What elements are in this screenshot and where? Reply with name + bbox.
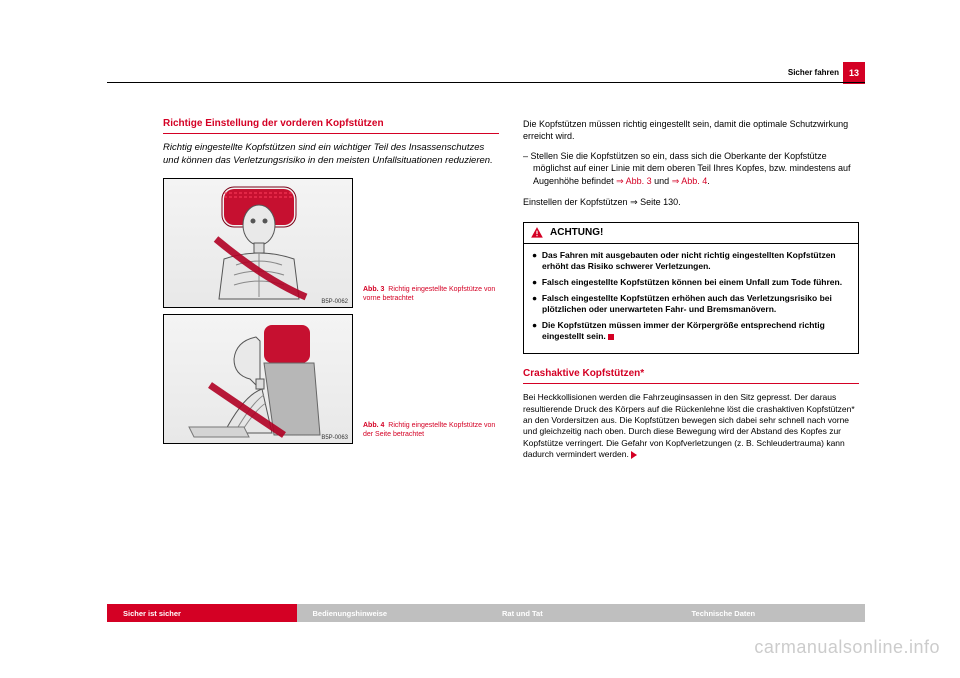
warning-body: ● Das Fahren mit ausgebauten oder nicht … [524,244,858,353]
warning-item-3: ● Falsch eingestellte Kopfstützen erhöhe… [532,293,850,315]
cross-reference-note: Einstellen der Kopfstützen ⇒ Seite 130. [523,197,859,208]
warning-title: ACHTUNG! [550,227,603,238]
heading-rule [163,133,499,134]
page-number: 13 [843,62,865,84]
crash-heading-rule [523,383,859,384]
figure-4-label: Abb. 4 [363,422,384,429]
ref-abb3: ⇒ Abb. 3 [616,176,652,186]
footer-nav: Sicher ist sicher Bedienungshinweise Rat… [107,604,865,622]
footer-tab-bedienung[interactable]: Bedienungshinweise [297,604,487,622]
instruction-bullet: – Stellen Sie die Kopfstützen so ein, da… [523,150,859,186]
warning-item-2: ● Falsch eingestellte Kopfstützen können… [532,277,850,288]
end-marker-icon [608,334,614,340]
figure-4-code: B5P-0063 [321,435,348,441]
section-heading: Richtige Einstellung der vorderen Kopfst… [163,118,499,129]
left-column: Richtige Einstellung der vorderen Kopfst… [163,118,499,469]
warning-item-1: ● Das Fahren mit ausgebauten oder nicht … [532,250,850,272]
crash-heading: Crashaktive Kopfstützen* [523,368,859,379]
footer-tab-rat[interactable]: Rat und Tat [486,604,676,622]
right-column: Die Kopfstützen müssen richtig eingestel… [523,118,859,469]
figure-3-code: B5P-0062 [321,299,348,305]
watermark-text: carmanualsonline.info [754,637,940,658]
figure-3-label: Abb. 3 [363,286,384,293]
footer-tab-sicher[interactable]: Sicher ist sicher [107,604,297,622]
figure-4-image: B5P-0063 [163,314,353,444]
bullet-mid: und [652,176,672,186]
running-header: Sicher fahren [788,68,839,77]
manual-page: Sicher fahren 13 Richtige Einstellung de… [107,62,865,622]
figure-3-block: B5P-0062 Abb. 3 Richtig einge­stellte Ko… [163,178,499,308]
figure-4-block: B5P-0063 Abb. 4 Richtig einge­stellte Ko… [163,314,499,444]
warning-triangle-icon [530,226,544,240]
warning-header: ACHTUNG! [524,223,858,244]
figure-4-caption: Abb. 4 Richtig einge­stellte Kopfstütze … [363,422,499,444]
figure-3-svg [164,179,354,309]
continue-arrow-icon [631,451,637,459]
content-columns: Richtige Einstellung der vorderen Kopfst… [163,118,865,469]
figure-3-caption: Abb. 3 Richtig einge­stellte Kopfstütze … [363,286,499,308]
intro-text: Die Kopfstützen müssen richtig eingestel… [523,118,859,142]
figure-4-svg [164,315,354,445]
bullet-post: . [707,176,710,186]
lead-paragraph: Richtig eingestellte Kopfstützen sind ei… [163,142,499,168]
footer-tab-technisch[interactable]: Technische Daten [676,604,866,622]
warning-box: ACHTUNG! ● Das Fahren mit ausgebauten od… [523,222,859,354]
header-rule [107,82,865,83]
ref-abb4: ⇒ Abb. 4 [672,176,708,186]
figure-3-image: B5P-0062 [163,178,353,308]
crash-text: Bei Heckkollisionen werden die Fahrzeugi… [523,392,859,461]
warning-item-4: ● Die Kopfstützen müssen immer der Körpe… [532,320,850,342]
